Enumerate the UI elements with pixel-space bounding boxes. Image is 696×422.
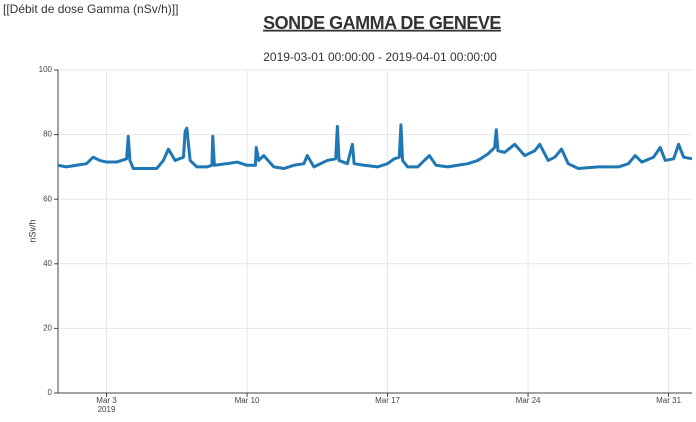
data-line	[57, 123, 693, 171]
y-tick-label: 40	[43, 259, 52, 268]
chart-subtitle: 2019-03-01 00:00:00 - 2019-04-01 00:00:0…	[263, 50, 497, 64]
y-tick-label: 0	[48, 388, 53, 397]
x-tick-label: Mar 10	[235, 396, 260, 405]
y-tick-label: 60	[43, 194, 52, 203]
y-tick-label: 100	[39, 65, 53, 74]
header-label: [[Débit de dose Gamma (nSv/h)]]	[3, 2, 178, 16]
y-axis-label: nSv/h	[27, 219, 37, 242]
x-tick-label: Mar 24	[516, 396, 541, 405]
x-tick-label: Mar 3	[96, 396, 117, 405]
chart-title: SONDE GAMMA DE GENEVE	[263, 13, 501, 33]
x-tick-label: Mar 17	[375, 396, 400, 405]
y-tick-label: 20	[43, 324, 52, 333]
x-tick-label: Mar 31	[656, 396, 681, 405]
x-year-label: 2019	[98, 405, 116, 414]
y-tick-label: 80	[43, 130, 52, 139]
